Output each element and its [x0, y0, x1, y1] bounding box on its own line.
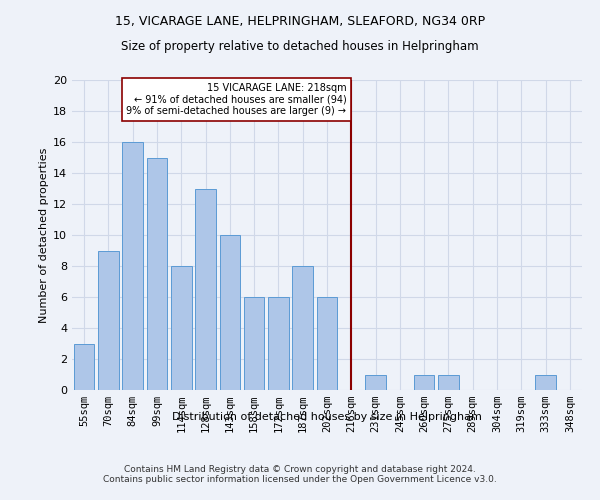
Bar — [244, 297, 265, 390]
Text: 15, VICARAGE LANE, HELPRINGHAM, SLEAFORD, NG34 0RP: 15, VICARAGE LANE, HELPRINGHAM, SLEAFORD… — [115, 15, 485, 28]
Bar — [171, 266, 191, 390]
Bar — [438, 374, 459, 390]
Bar — [146, 158, 167, 390]
Bar — [365, 374, 386, 390]
Text: 15 VICARAGE LANE: 218sqm
← 91% of detached houses are smaller (94)
9% of semi-de: 15 VICARAGE LANE: 218sqm ← 91% of detach… — [127, 83, 346, 116]
Bar — [122, 142, 143, 390]
Bar — [414, 374, 434, 390]
Bar — [195, 188, 216, 390]
Bar — [535, 374, 556, 390]
Bar — [317, 297, 337, 390]
Bar — [74, 344, 94, 390]
Text: Distribution of detached houses by size in Helpringham: Distribution of detached houses by size … — [172, 412, 482, 422]
Text: Size of property relative to detached houses in Helpringham: Size of property relative to detached ho… — [121, 40, 479, 53]
Bar — [268, 297, 289, 390]
Bar — [220, 235, 240, 390]
Y-axis label: Number of detached properties: Number of detached properties — [39, 148, 49, 322]
Text: Contains HM Land Registry data © Crown copyright and database right 2024.
Contai: Contains HM Land Registry data © Crown c… — [103, 465, 497, 484]
Bar — [98, 250, 119, 390]
Bar — [292, 266, 313, 390]
